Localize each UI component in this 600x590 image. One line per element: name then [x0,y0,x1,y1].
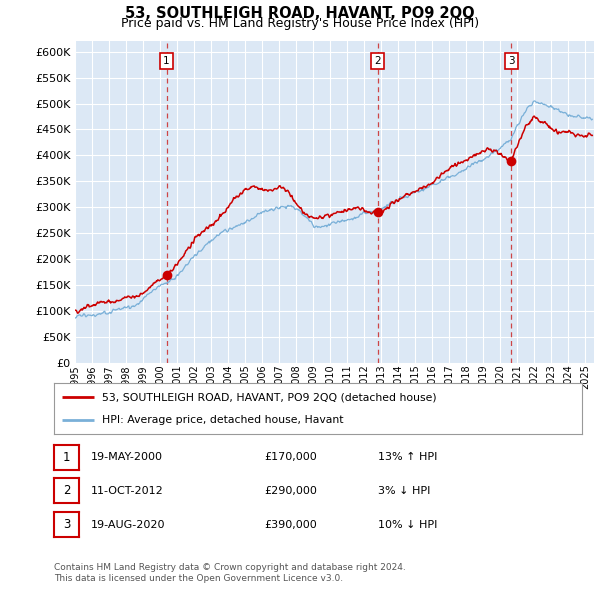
Text: 1: 1 [63,451,70,464]
Text: 10% ↓ HPI: 10% ↓ HPI [378,520,437,529]
Text: 11-OCT-2012: 11-OCT-2012 [91,486,164,496]
Text: 3: 3 [63,518,70,531]
Text: HPI: Average price, detached house, Havant: HPI: Average price, detached house, Hava… [101,415,343,425]
Text: 19-AUG-2020: 19-AUG-2020 [91,520,166,529]
Text: 3: 3 [508,56,514,66]
Text: 2: 2 [374,56,381,66]
Text: This data is licensed under the Open Government Licence v3.0.: This data is licensed under the Open Gov… [54,573,343,583]
Text: 3% ↓ HPI: 3% ↓ HPI [378,486,430,496]
Text: 1: 1 [163,56,170,66]
Text: 19-MAY-2000: 19-MAY-2000 [91,453,163,462]
Text: £170,000: £170,000 [264,453,317,462]
Text: 2: 2 [63,484,70,497]
Text: 53, SOUTHLEIGH ROAD, HAVANT, PO9 2QQ: 53, SOUTHLEIGH ROAD, HAVANT, PO9 2QQ [125,6,475,21]
Text: Contains HM Land Registry data © Crown copyright and database right 2024.: Contains HM Land Registry data © Crown c… [54,563,406,572]
Text: 13% ↑ HPI: 13% ↑ HPI [378,453,437,462]
Text: £390,000: £390,000 [264,520,317,529]
Text: £290,000: £290,000 [264,486,317,496]
Text: Price paid vs. HM Land Registry's House Price Index (HPI): Price paid vs. HM Land Registry's House … [121,17,479,30]
Text: 53, SOUTHLEIGH ROAD, HAVANT, PO9 2QQ (detached house): 53, SOUTHLEIGH ROAD, HAVANT, PO9 2QQ (de… [101,392,436,402]
